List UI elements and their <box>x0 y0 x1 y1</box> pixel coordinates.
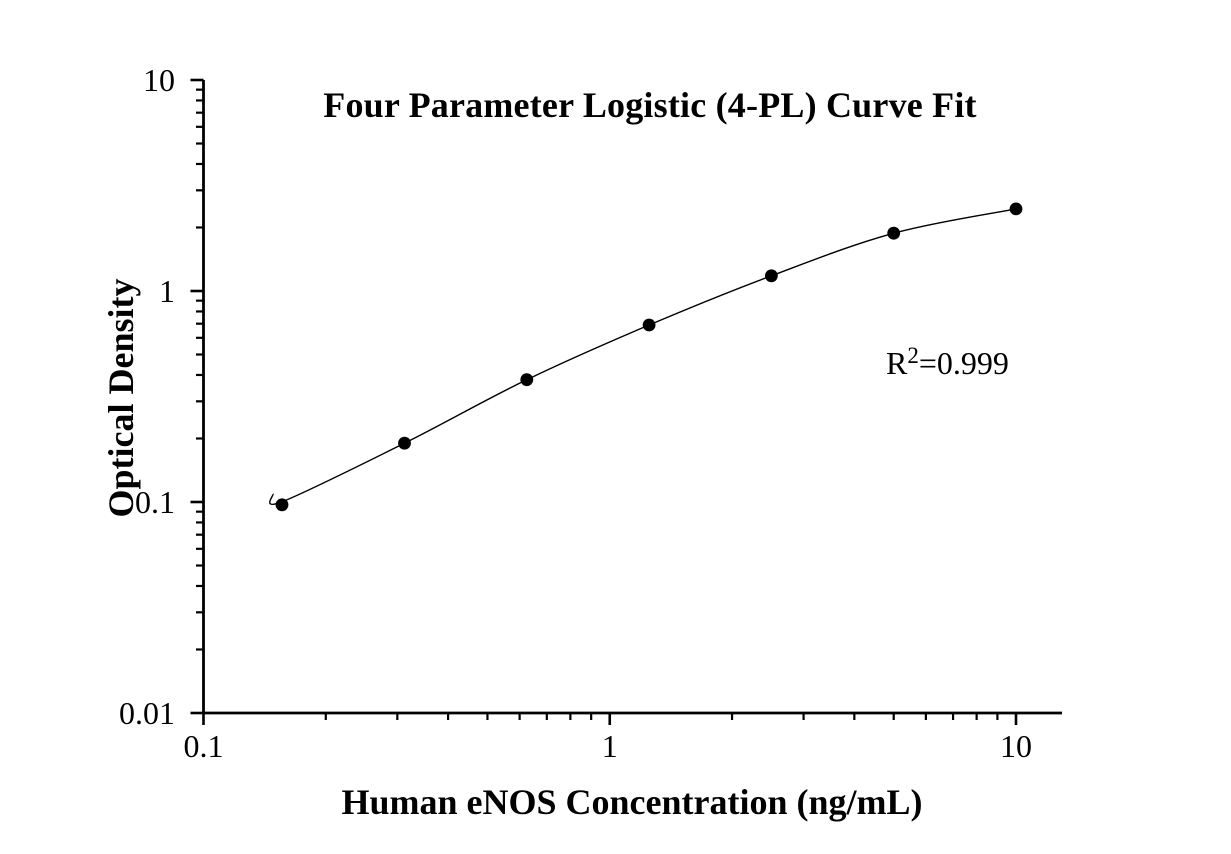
r-squared-exponent: 2 <box>907 343 919 368</box>
r-squared-value: =0.999 <box>918 345 1009 381</box>
data-point-marker <box>765 269 778 283</box>
y-tick-label: 0.01 <box>119 695 175 731</box>
data-point-marker <box>1009 202 1023 216</box>
y-tick-label: 0.1 <box>135 484 175 520</box>
x-axis-title: Human eNOS Concentration (ng/mL) <box>341 782 923 822</box>
data-point-marker <box>642 318 656 332</box>
data-point-marker <box>520 373 534 387</box>
fit-curve <box>269 208 1017 505</box>
chart-title: Four Parameter Logistic (4-PL) Curve Fit <box>323 85 977 125</box>
data-point-marker <box>398 436 411 450</box>
r-squared-symbol: R <box>886 345 908 381</box>
x-tick-label: 10 <box>1000 728 1032 764</box>
x-tick-label: 1 <box>601 728 618 764</box>
y-tick-label: 10 <box>143 62 175 98</box>
r-squared-annotation: R2=0.999 <box>886 343 1009 382</box>
y-axis-title: Optical Density <box>101 278 141 518</box>
y-tick-label: 1 <box>159 273 175 309</box>
data-point-marker <box>275 498 289 512</box>
x-tick-label: 0.1 <box>183 728 224 764</box>
data-point-marker <box>887 226 901 240</box>
